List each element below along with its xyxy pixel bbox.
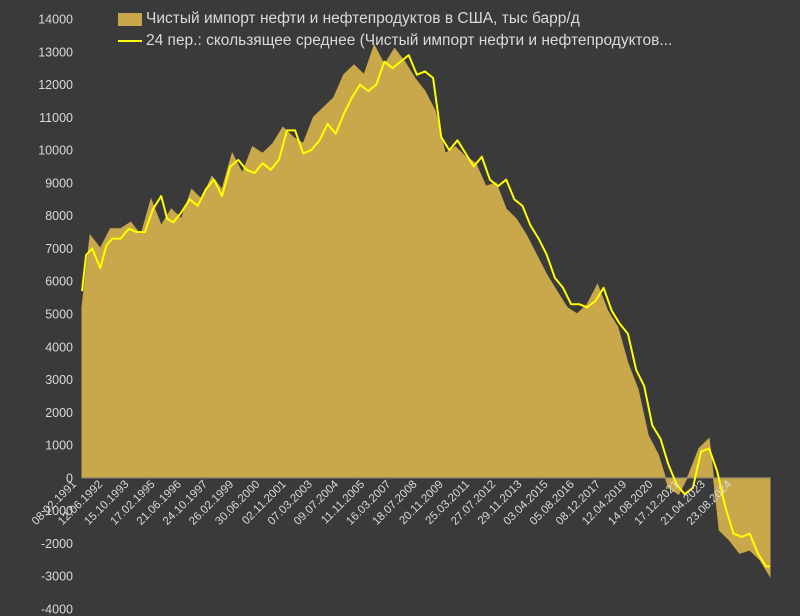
legend-swatch-area — [118, 12, 142, 26]
plot-area — [81, 43, 771, 578]
y-tick-label: 4000 — [45, 340, 73, 354]
y-tick-label: -3000 — [41, 570, 73, 584]
y-tick-label: 0 — [66, 471, 73, 485]
x-axis: 08.02.199112.06.199215.10.199317.02.1995… — [30, 478, 735, 528]
y-tick-label: 3000 — [45, 373, 73, 387]
series-line-moving-average — [81, 54, 770, 568]
legend: Чистый импорт нефти и нефтепродуктов в С… — [118, 8, 672, 52]
series-area-net-imports — [81, 43, 771, 578]
y-tick-label: 5000 — [45, 308, 73, 322]
y-tick-label: 11000 — [39, 111, 73, 125]
y-tick-label: 12000 — [38, 78, 73, 92]
y-tick-label: 10000 — [38, 144, 73, 158]
legend-item-moving-average: 24 пер.: скользящее среднее (Чистый импо… — [118, 30, 672, 52]
y-tick-label: 8000 — [45, 209, 73, 223]
legend-label-net-imports: Чистый импорт нефти и нефтепродуктов в С… — [146, 10, 580, 27]
legend-swatch-line — [118, 40, 142, 42]
y-tick-label: 1000 — [45, 439, 73, 453]
y-tick-label: 6000 — [45, 275, 73, 289]
legend-item-net-imports: Чистый импорт нефти и нефтепродуктов в С… — [118, 8, 672, 30]
legend-label-moving-average: 24 пер.: скользящее среднее (Чистый импо… — [146, 32, 673, 49]
y-tick-label: -4000 — [41, 603, 73, 616]
y-tick-label: -1000 — [41, 504, 73, 518]
y-tick-label: 13000 — [38, 45, 73, 59]
y-tick-label: 2000 — [45, 406, 73, 420]
y-tick-label: -2000 — [41, 537, 73, 551]
y-tick-label: 9000 — [45, 176, 73, 190]
y-tick-label: 7000 — [45, 242, 73, 256]
y-tick-label: 14000 — [38, 13, 73, 27]
y-axis: -4000 -3000 -2000 -1000 0 1000 2000 3000 4000 500… — [38, 13, 73, 616]
